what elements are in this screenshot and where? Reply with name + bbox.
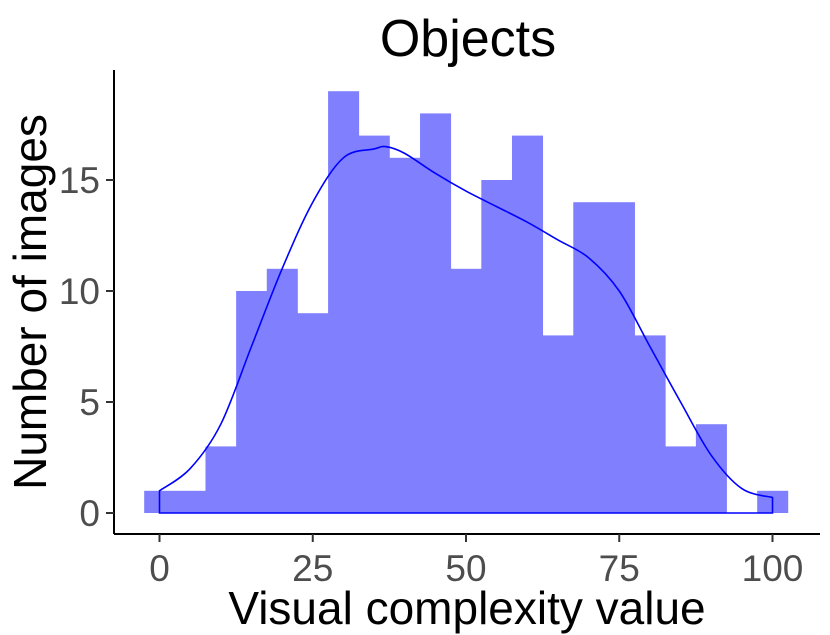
histogram-bar-16 — [634, 335, 666, 513]
y-tick-label-15: 15 — [59, 160, 100, 201]
histogram-bar-17 — [665, 446, 697, 513]
histogram-bar-12 — [511, 135, 544, 513]
x-tick-label-0: 0 — [149, 548, 170, 589]
x-tick-label-75: 75 — [599, 548, 640, 589]
histogram-bar-3 — [236, 291, 268, 513]
histogram-bar-15 — [603, 202, 635, 513]
x-tick-label-25: 25 — [292, 548, 333, 589]
histogram-bar-14 — [573, 202, 605, 513]
y-tick-label-0: 0 — [79, 493, 100, 534]
y-tick-label-10: 10 — [59, 271, 100, 312]
histogram-bar-5 — [297, 313, 329, 513]
x-tick-label-50: 50 — [445, 548, 486, 589]
density-layer — [158, 145, 774, 514]
histogram-bars — [144, 91, 789, 514]
x-axis-ticks: 0 25 50 75 100 — [149, 534, 803, 589]
histogram-bar-8 — [389, 157, 421, 514]
y-axis-ticks: 0 5 10 15 — [59, 160, 114, 534]
y-axis-label: Number of images — [4, 114, 56, 490]
density-curve — [158, 145, 774, 514]
chart-title: Objects — [380, 10, 556, 68]
histogram-bar-2 — [205, 446, 237, 513]
histogram-bar-1 — [174, 490, 206, 513]
histogram-bar-7 — [358, 135, 390, 513]
histogram-bar-11 — [481, 180, 513, 513]
histogram-bar-13 — [542, 335, 574, 513]
histogram-bar-4 — [266, 268, 298, 513]
x-axis-label: Visual complexity value — [228, 582, 705, 634]
y-tick-label-5: 5 — [79, 382, 100, 423]
histogram-bar-6 — [328, 91, 360, 513]
x-tick-label-100: 100 — [742, 548, 804, 589]
histogram-bar-10 — [450, 268, 482, 513]
